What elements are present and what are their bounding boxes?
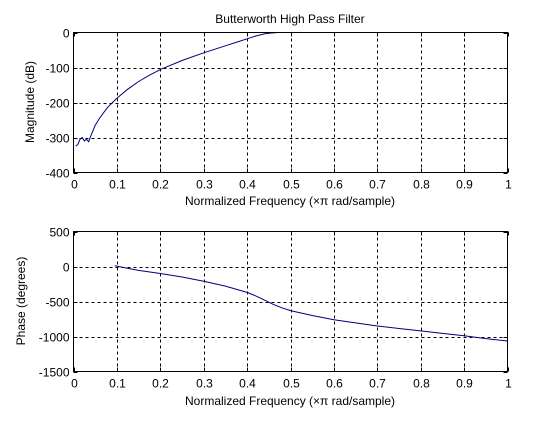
phase-plot: 0 0.1 0.2 0.3 0.4 0.5 0.6 0.7 0.8 0.9 1 -1500 -1000… [14, 226, 512, 409]
magnitude-xtick-label: 0.3 [196, 178, 213, 192]
phase-xtick-label: 0.6 [326, 377, 343, 391]
magnitude-ylabel: Magnitude (dB) [23, 61, 37, 143]
magnitude-ytick-label: -100 [45, 62, 69, 76]
phase-ytick-label: 0 [63, 261, 70, 275]
phase-xtick-labels: 0 0.1 0.2 0.3 0.4 0.5 0.6 0.7 0.8 0.9 1 [71, 377, 512, 391]
phase-ytick-labels: -1500 -1000 -500 0 500 [39, 226, 70, 380]
magnitude-xtick-label: 0.7 [369, 178, 386, 192]
magnitude-ytick-label: -400 [45, 167, 69, 181]
magnitude-gridlines [73, 32, 508, 173]
magnitude-xtick-label: 0 [71, 178, 78, 192]
phase-xtick-label: 0.2 [152, 377, 169, 391]
phase-xtick-label: 0 [71, 377, 78, 391]
magnitude-xtick-label: 0.2 [152, 178, 169, 192]
phase-ytick-label: -500 [45, 296, 69, 310]
magnitude-xtick-labels: 0 0.1 0.2 0.3 0.4 0.5 0.6 0.7 0.8 0.9 1 [71, 178, 512, 192]
magnitude-ytick-label: -300 [45, 132, 69, 146]
phase-xtick-label: 0.5 [283, 377, 300, 391]
phase-ylabel: Phase (degrees) [14, 257, 28, 346]
magnitude-xlabel: Normalized Frequency (×π rad/sample) [185, 194, 395, 208]
magnitude-ticks [73, 32, 509, 174]
magnitude-title: Butterworth High Pass Filter [215, 12, 364, 26]
phase-axes-box [73, 231, 508, 372]
magnitude-xtick-label: 0.6 [326, 178, 343, 192]
magnitude-xtick-label: 0.8 [413, 178, 430, 192]
phase-ytick-label: -1500 [39, 366, 70, 380]
magnitude-ytick-label: -200 [45, 97, 69, 111]
phase-xtick-label: 0.9 [456, 377, 473, 391]
phase-gridlines [73, 231, 508, 372]
phase-ytick-label: 500 [49, 226, 69, 240]
phase-xtick-label: 0.7 [369, 377, 386, 391]
phase-response-line [114, 265, 508, 342]
phase-xlabel: Normalized Frequency (×π rad/sample) [185, 394, 395, 408]
magnitude-xtick-label: 1 [505, 178, 512, 192]
magnitude-xtick-label: 0.5 [283, 178, 300, 192]
magnitude-xtick-label: 0.4 [239, 178, 256, 192]
phase-ticks [73, 231, 509, 373]
phase-curves [114, 265, 508, 342]
phase-xtick-label: 0.4 [239, 377, 256, 391]
phase-xtick-label: 0.3 [196, 377, 213, 391]
magnitude-xtick-label: 0.9 [456, 178, 473, 192]
magnitude-axes-box [73, 32, 508, 173]
magnitude-ytick-label: 0 [63, 27, 70, 41]
magnitude-plot: Butterworth High Pass Filter 0 0.1 0.2 0.3 0… [23, 12, 512, 208]
magnitude-xtick-label: 0.1 [109, 178, 126, 192]
phase-xtick-label: 0.1 [109, 377, 126, 391]
phase-xtick-label: 1 [505, 377, 512, 391]
phase-ytick-label: -1000 [39, 331, 70, 345]
phase-xtick-label: 0.8 [413, 377, 430, 391]
magnitude-ytick-labels: -400 -300 -200 -100 0 [45, 27, 69, 181]
